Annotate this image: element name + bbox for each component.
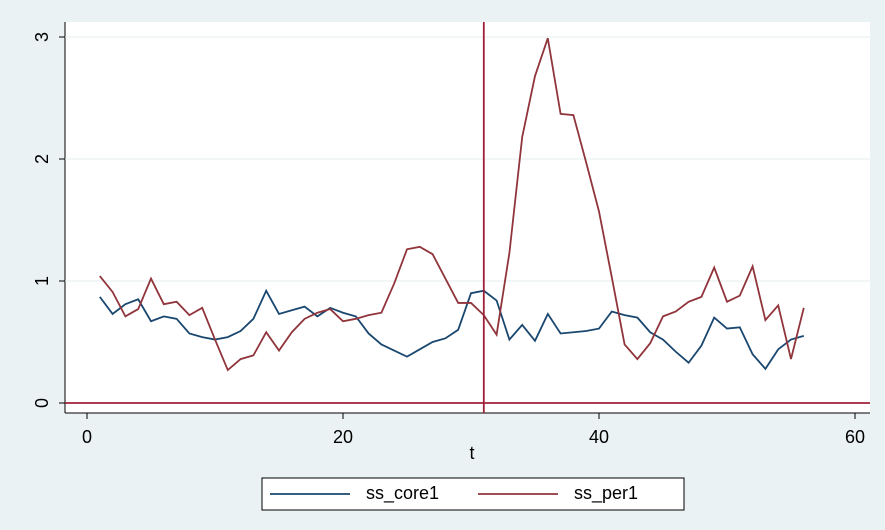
y-tick-label: 0 <box>32 398 52 408</box>
y-tick-label: 1 <box>32 276 52 286</box>
legend-label: ss_core1 <box>366 483 439 504</box>
x-axis-title: t <box>469 443 474 463</box>
x-tick-label: 60 <box>845 427 865 447</box>
x-tick-label: 20 <box>333 427 353 447</box>
series-line <box>99 37 805 372</box>
plot-area <box>65 22 870 413</box>
y-tick-label: 2 <box>32 154 52 164</box>
y-tick-label: 3 <box>32 32 52 42</box>
legend-label: ss_per1 <box>574 483 638 504</box>
x-tick-label: 0 <box>82 427 92 447</box>
x-tick-label: 40 <box>589 427 609 447</box>
series-line <box>99 288 805 371</box>
